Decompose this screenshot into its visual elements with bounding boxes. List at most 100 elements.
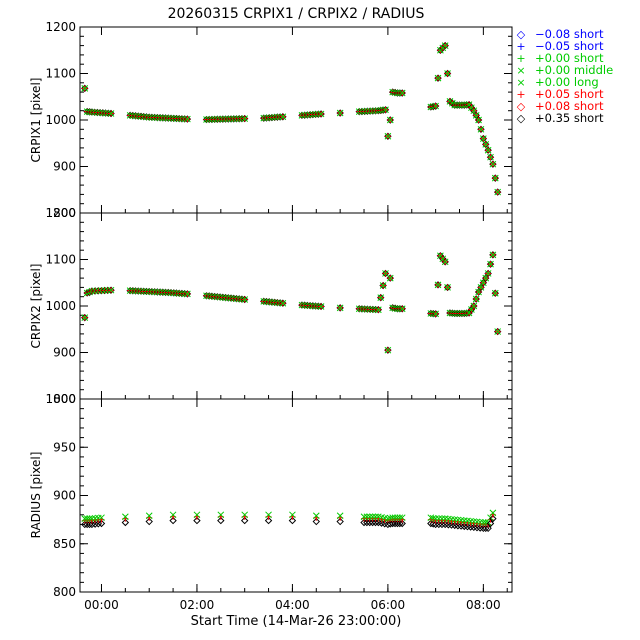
y-tick-label: 900 — [53, 160, 76, 174]
data-point-radius — [121, 513, 129, 521]
data-point-radius — [145, 512, 153, 520]
data-point-crpix2 — [494, 328, 502, 335]
x-tick-label: 00:00 — [84, 598, 119, 612]
data-point-radius — [438, 520, 446, 529]
data-point-crpix1 — [434, 74, 442, 82]
data-point-radius — [121, 518, 130, 527]
data-point-crpix1 — [494, 188, 502, 196]
legend-label: +0.00 short — [535, 51, 604, 65]
data-point-crpix2 — [434, 281, 442, 289]
data-point-crpix1 — [432, 102, 439, 110]
y-tick-label: 1000 — [45, 299, 76, 313]
data-point-crpix2 — [317, 303, 325, 310]
legend-marker: ◇ — [517, 100, 526, 113]
data-point-crpix1 — [279, 113, 287, 121]
legend-label: +0.05 short — [535, 87, 604, 101]
data-point-crpix2 — [377, 294, 385, 301]
y-tick-label: 950 — [53, 440, 76, 454]
y-axis-label-radius: RADIUS [pixel] — [29, 452, 43, 539]
data-point-crpix2 — [487, 260, 494, 268]
data-point-radius — [265, 511, 272, 519]
y-tick-label: 800 — [53, 392, 76, 406]
y-tick-label: 900 — [53, 346, 76, 360]
data-point-crpix2 — [336, 304, 344, 312]
data-point-crpix1 — [475, 116, 482, 124]
x-tick-label: 04:00 — [275, 598, 310, 612]
data-point-crpix2 — [384, 346, 392, 354]
data-point-crpix2 — [491, 289, 499, 297]
legend-marker: + — [516, 88, 525, 101]
x-axis-ticks: 00:00 02:00 04:00 06:00 08:00 — [84, 27, 508, 612]
data-point-radius — [398, 514, 406, 522]
legend-label: +0.00 long — [535, 75, 599, 89]
data-point-radius — [363, 518, 371, 527]
data-point-radius — [371, 518, 380, 527]
data-point-crpix1 — [477, 125, 485, 133]
data-point-crpix2 — [379, 282, 387, 289]
data-point-radius — [431, 520, 440, 529]
data-point-radius — [336, 517, 344, 526]
y-axis-label-crpix1: CRPIX1 [pixel] — [29, 78, 43, 163]
legend-marker: + — [516, 52, 525, 65]
data-point-crpix2 — [374, 306, 382, 314]
data-point-radius — [288, 516, 297, 525]
data-point-radius — [169, 511, 177, 519]
data-point-crpix2 — [444, 284, 451, 291]
data-point-radius — [489, 509, 497, 517]
y-axis-label-crpix2: CRPIX2 [pixel] — [29, 264, 43, 349]
legend-label: +0.35 short — [535, 111, 604, 125]
y-tick-label: 1200 — [45, 206, 76, 220]
data-point-crpix1 — [184, 115, 191, 123]
data-point-crpix1 — [441, 42, 449, 49]
data-point-crpix1 — [382, 106, 389, 114]
data-point-crpix2 — [386, 274, 394, 282]
data-point-radius — [217, 511, 225, 519]
y-tick-label: 800 — [53, 585, 76, 599]
data-point-crpix1 — [317, 110, 325, 118]
data-point-radius — [366, 518, 374, 527]
data-point-radius — [336, 512, 344, 520]
legend-label: +0.08 short — [535, 99, 604, 113]
data-point-radius — [264, 516, 273, 525]
x-axis-label: Start Time (14-Mar-26 23:00:00) — [191, 614, 402, 629]
legend-marker: + — [516, 40, 525, 53]
data-point-crpix1 — [480, 135, 487, 142]
data-point-crpix1 — [386, 116, 394, 124]
data-point-crpix2 — [484, 270, 492, 277]
data-point-radius — [169, 516, 177, 525]
y-tick-label: 850 — [53, 537, 76, 551]
y-tick-label: 900 — [53, 489, 76, 503]
data-point-crpix1 — [336, 109, 344, 117]
data-point-radius — [489, 514, 497, 523]
data-point-crpix2 — [279, 299, 287, 307]
x-tick-label: 02:00 — [180, 598, 215, 612]
data-points — [81, 41, 502, 533]
data-point-crpix1 — [491, 174, 499, 182]
data-point-crpix1 — [487, 153, 494, 161]
data-point-radius — [97, 519, 106, 528]
data-point-crpix2 — [398, 305, 406, 313]
data-point-radius — [486, 519, 495, 528]
panel-crpix2-frame — [79, 212, 513, 400]
y-tick-label: 1000 — [45, 113, 76, 127]
data-point-radius — [312, 512, 320, 520]
panel-radius-frame — [79, 398, 513, 593]
data-point-radius — [193, 516, 201, 525]
panel-crpix1-frame — [79, 26, 513, 214]
data-point-crpix2 — [184, 290, 191, 298]
data-point-radius — [91, 520, 99, 528]
data-point-crpix2 — [441, 258, 449, 266]
legend-label: +0.00 middle — [535, 63, 613, 77]
data-point-radius — [398, 519, 406, 528]
data-point-crpix1 — [484, 146, 492, 154]
legend: ◇ −0.08 short + −0.05 short + +0.00 short × +0.… — [516, 27, 613, 125]
data-point-crpix1 — [81, 85, 89, 92]
data-point-radius — [193, 511, 201, 519]
data-point-radius — [94, 520, 103, 528]
data-point-crpix1 — [489, 160, 497, 168]
data-point-crpix2 — [489, 251, 497, 259]
data-point-crpix1 — [384, 132, 392, 140]
data-point-radius — [312, 517, 320, 526]
data-point-radius — [241, 511, 249, 519]
